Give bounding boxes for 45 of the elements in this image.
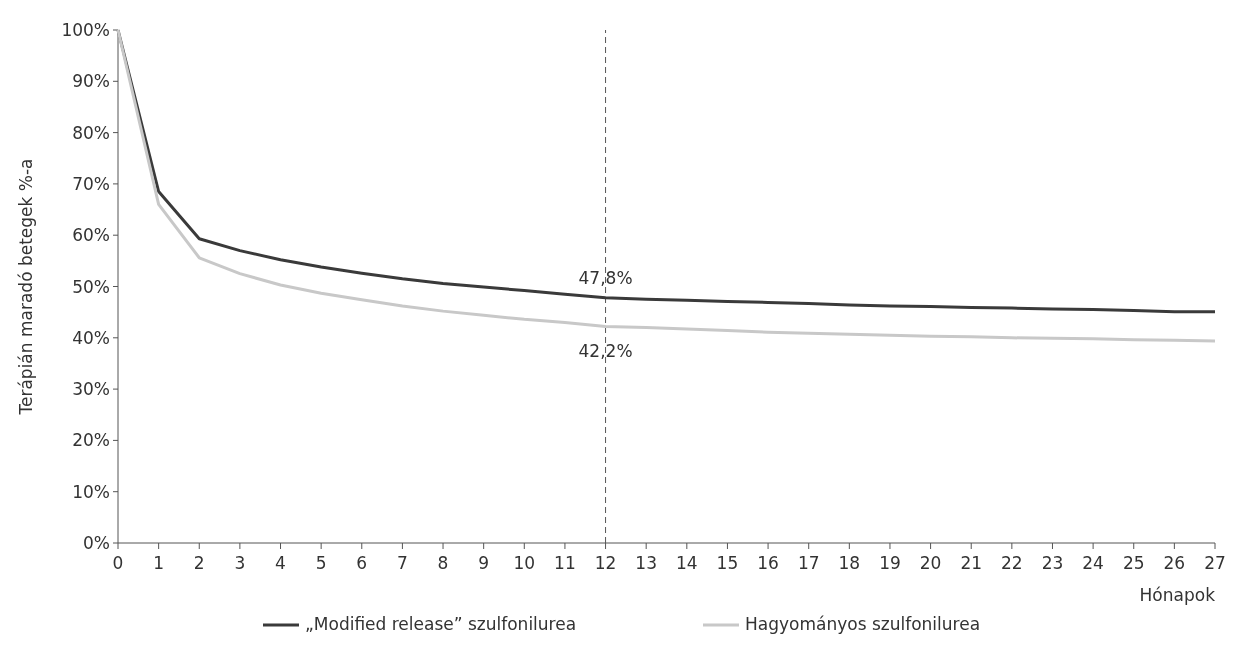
x-tick-label: 3 [234, 553, 246, 573]
x-tick-label: 10 [513, 553, 536, 573]
x-tick-label: 0 [112, 553, 124, 573]
x-tick-label: 4 [275, 553, 286, 573]
y-tick-label: 80% [72, 122, 110, 143]
legend-label: „Modified release” szulfonilurea [305, 614, 577, 634]
y-tick-label: 70% [72, 173, 110, 194]
y-tick-label: 40% [72, 327, 110, 348]
x-tick-label: 21 [960, 553, 983, 573]
y-tick-label: 90% [72, 71, 110, 92]
x-tick-label: 19 [879, 553, 901, 573]
y-axis-title: Terápián maradó betegek %-a [16, 158, 36, 416]
y-tick-label: 60% [72, 225, 110, 246]
x-tick-label: 9 [478, 553, 490, 573]
y-tick-label: 10% [72, 481, 110, 502]
legend-label: Hagyományos szulfonilurea [745, 614, 981, 634]
y-tick-label: 20% [72, 430, 110, 451]
y-tick-label: 50% [72, 276, 110, 297]
x-tick-label: 27 [1204, 553, 1226, 573]
x-tick-label: 25 [1122, 553, 1145, 573]
x-tick-label: 12 [594, 553, 617, 573]
x-tick-label: 22 [1001, 553, 1023, 573]
annotation: 47,8% [578, 267, 633, 288]
y-tick-label: 0% [83, 533, 110, 553]
x-tick-label: 17 [797, 553, 820, 573]
x-tick-label: 24 [1082, 553, 1104, 573]
x-tick-label: 11 [554, 553, 576, 573]
x-tick-label: 15 [716, 553, 739, 573]
x-tick-label: 18 [838, 553, 861, 573]
x-tick-label: 2 [193, 553, 205, 573]
x-tick-label: 1 [153, 553, 165, 573]
x-tick-label: 8 [437, 553, 449, 573]
x-tick-label: 20 [919, 553, 942, 573]
x-tick-label: 6 [356, 553, 368, 573]
y-tick-label: 30% [72, 379, 110, 400]
x-tick-label: 23 [1041, 553, 1064, 573]
x-tick-label: 13 [635, 553, 658, 573]
annotation: 42,2% [578, 340, 633, 361]
x-tick-label: 14 [675, 553, 698, 573]
x-tick-label: 26 [1163, 553, 1186, 573]
x-tick-label: 5 [315, 553, 327, 573]
x-axis-title: Hónapok [1139, 585, 1216, 605]
x-tick-label: 7 [396, 553, 408, 573]
x-tick-label: 16 [757, 553, 779, 573]
y-tick-label: 100% [61, 20, 110, 40]
